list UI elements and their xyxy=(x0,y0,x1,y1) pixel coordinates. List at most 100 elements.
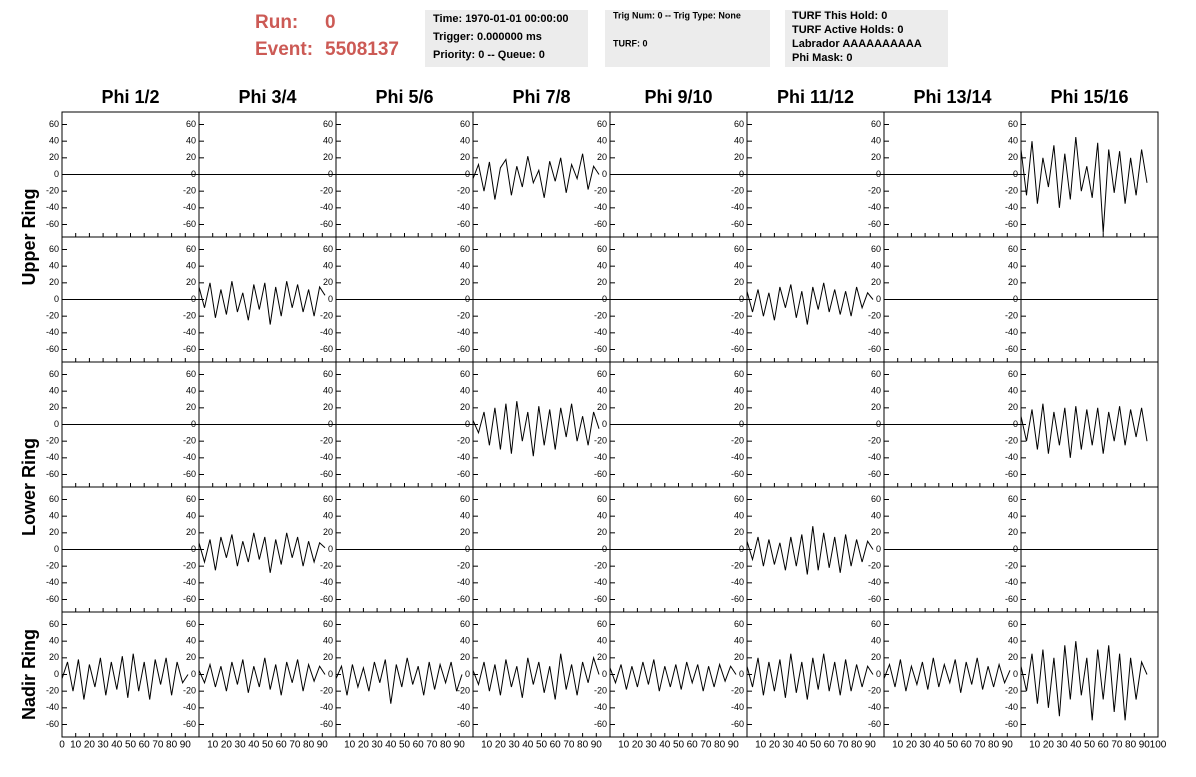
y-tick-label: -40 xyxy=(46,702,59,712)
y-tick-label: 0 xyxy=(739,669,744,679)
x-tick-label: 90 xyxy=(454,740,466,751)
y-tick-label: 40 xyxy=(597,511,607,521)
waveform xyxy=(609,659,737,692)
x-tick-label: 40 xyxy=(933,740,945,751)
y-tick-label: 40 xyxy=(49,636,59,646)
x-tick-label: 30 xyxy=(509,740,521,751)
y-tick-label: -40 xyxy=(868,702,881,712)
y-tick-label: -40 xyxy=(46,327,59,337)
y-tick-label: 40 xyxy=(186,636,196,646)
info-text: Labrador AAAAAAAAAA xyxy=(792,38,922,50)
y-tick-label: 20 xyxy=(734,277,744,287)
y-tick-label: -20 xyxy=(320,686,333,696)
panel-frame xyxy=(472,111,611,238)
y-tick-label: 20 xyxy=(871,152,881,162)
y-tick-label: 40 xyxy=(186,136,196,146)
y-tick-label: -20 xyxy=(731,561,744,571)
x-tick-label: 0 xyxy=(59,740,65,751)
y-tick-label: 20 xyxy=(734,402,744,412)
y-tick-label: 60 xyxy=(597,494,607,504)
y-tick-label: -20 xyxy=(183,686,196,696)
x-tick-label: 20 xyxy=(769,740,781,751)
y-tick-label: -60 xyxy=(731,594,744,604)
y-tick-label: -20 xyxy=(183,561,196,571)
x-tick-label: 40 xyxy=(522,740,534,751)
y-tick-label: -20 xyxy=(1005,311,1018,321)
y-tick-label: -60 xyxy=(320,469,333,479)
y-tick-label: -20 xyxy=(183,436,196,446)
x-tick-label: 10 xyxy=(207,740,219,751)
y-tick-label: 0 xyxy=(465,419,470,429)
x-tick-label: 30 xyxy=(920,740,932,751)
info-text: TURF: 0 xyxy=(613,38,648,48)
y-tick-label: 60 xyxy=(323,119,333,129)
y-tick-label: -40 xyxy=(1005,202,1018,212)
info-text: TURF Active Holds: 0 xyxy=(792,24,903,36)
x-tick-label: 70 xyxy=(152,740,164,751)
y-tick-label: 40 xyxy=(323,386,333,396)
y-tick-label: -20 xyxy=(868,186,881,196)
y-tick-label: 60 xyxy=(49,369,59,379)
y-tick-label: -40 xyxy=(457,577,470,587)
x-tick-label: 60 xyxy=(276,740,288,751)
y-tick-label: 60 xyxy=(871,494,881,504)
info-text: Time: 1970-01-01 00:00:00 xyxy=(433,13,569,25)
y-tick-label: 60 xyxy=(186,369,196,379)
y-tick-label: 40 xyxy=(186,511,196,521)
y-tick-label: 0 xyxy=(739,169,744,179)
x-tick-label: 60 xyxy=(139,740,151,751)
y-tick-label: -20 xyxy=(868,436,881,446)
y-tick-label: 60 xyxy=(460,244,470,254)
x-tick-label: 60 xyxy=(687,740,699,751)
y-tick-label: 60 xyxy=(1008,369,1018,379)
y-tick-label: -20 xyxy=(1005,561,1018,571)
y-tick-label: 0 xyxy=(54,294,59,304)
x-tick-label: 20 xyxy=(1043,740,1055,751)
y-tick-label: 40 xyxy=(734,636,744,646)
x-tick-label: 20 xyxy=(84,740,96,751)
y-tick-label: -40 xyxy=(731,327,744,337)
info-box xyxy=(425,10,588,67)
y-tick-label: 0 xyxy=(1013,669,1018,679)
x-tick-label: 50 xyxy=(673,740,685,751)
x-tick-label: 10 xyxy=(618,740,630,751)
y-tick-label: 40 xyxy=(871,261,881,271)
waveform xyxy=(472,153,600,200)
y-tick-label: -60 xyxy=(183,469,196,479)
y-tick-label: 0 xyxy=(602,294,607,304)
y-tick-label: 0 xyxy=(191,669,196,679)
x-tick-label: 50 xyxy=(810,740,822,751)
y-tick-label: 40 xyxy=(460,386,470,396)
waveform xyxy=(198,657,326,696)
y-tick-label: -60 xyxy=(46,219,59,229)
x-tick-label: 90 xyxy=(591,740,603,751)
y-tick-label: -40 xyxy=(457,327,470,337)
y-tick-label: -40 xyxy=(1005,327,1018,337)
y-tick-label: 60 xyxy=(871,119,881,129)
y-tick-label: -40 xyxy=(594,452,607,462)
y-tick-label: -40 xyxy=(457,202,470,212)
y-tick-label: 20 xyxy=(1008,527,1018,537)
y-tick-label: -40 xyxy=(731,702,744,712)
y-tick-label: -40 xyxy=(1005,702,1018,712)
panel-frame xyxy=(609,611,748,738)
x-tick-label: 50 xyxy=(1084,740,1096,751)
y-tick-label: -60 xyxy=(457,469,470,479)
y-tick-label: 20 xyxy=(186,402,196,412)
y-tick-label: -40 xyxy=(320,327,333,337)
x-tick-label: 40 xyxy=(796,740,808,751)
y-tick-label: 60 xyxy=(1008,244,1018,254)
y-tick-label: 60 xyxy=(460,119,470,129)
y-tick-label: 40 xyxy=(323,136,333,146)
y-tick-label: 40 xyxy=(460,261,470,271)
x-tick-label: 90 xyxy=(1002,740,1014,751)
x-tick-label: 60 xyxy=(550,740,562,751)
info-text: Trig Num: 0 -- Trig Type: None xyxy=(613,10,741,20)
y-tick-label: 40 xyxy=(597,136,607,146)
waveform xyxy=(198,532,326,573)
y-tick-label: 20 xyxy=(49,402,59,412)
y-tick-label: -60 xyxy=(594,344,607,354)
y-tick-label: 40 xyxy=(871,136,881,146)
y-tick-label: -40 xyxy=(183,702,196,712)
info-text: Priority: 0 -- Queue: 0 xyxy=(433,49,545,61)
